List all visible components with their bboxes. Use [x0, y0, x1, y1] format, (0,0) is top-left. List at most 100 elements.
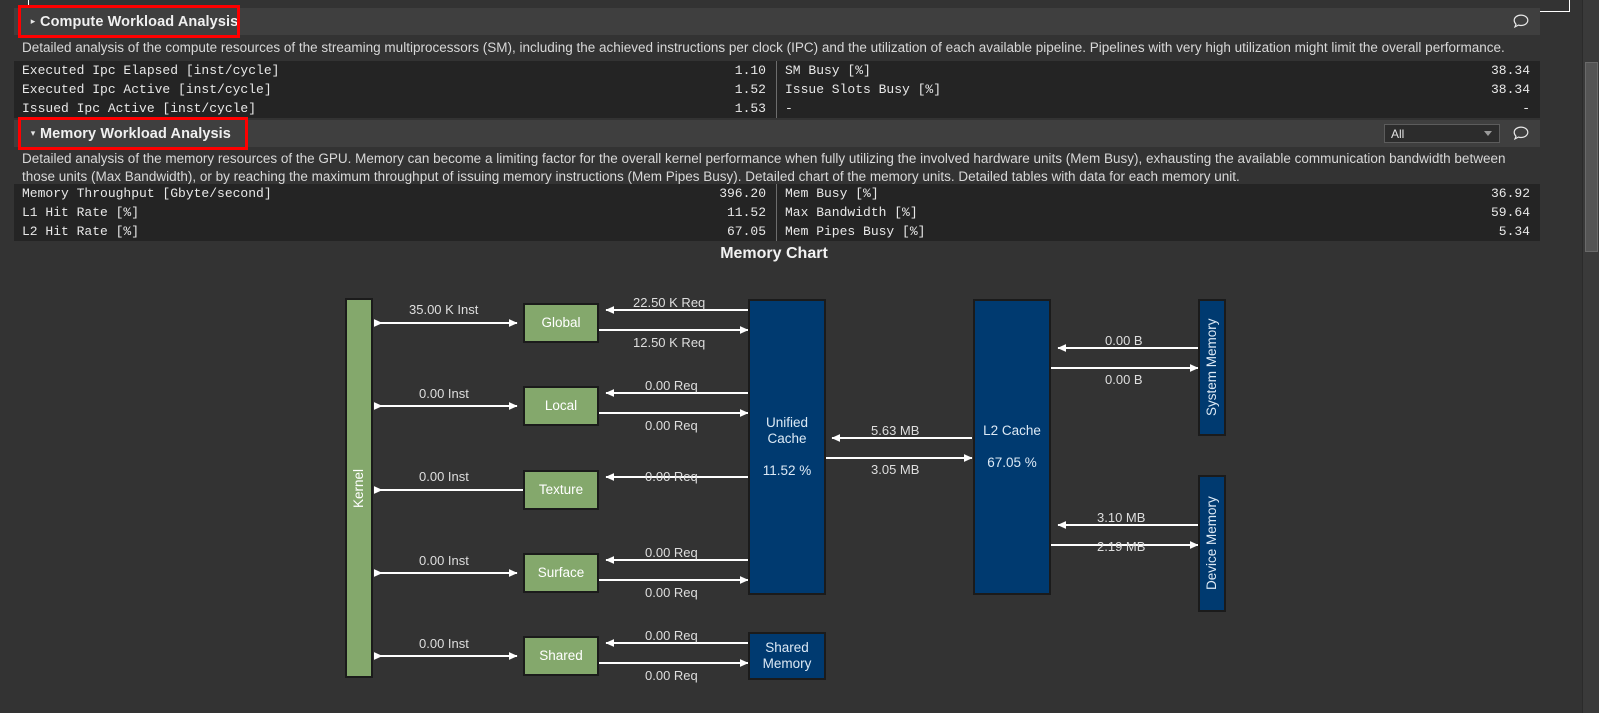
- edge-label-global-req-in: 22.50 K Req: [633, 295, 706, 310]
- edge-label-kernel-global: 35.00 K Inst: [409, 302, 479, 317]
- section-title-compute: Compute Workload Analysis: [40, 13, 239, 30]
- report-content: ▸ Compute Workload Analysis Detailed ana…: [0, 8, 1548, 713]
- node-system-memory[interactable]: System Memory: [1198, 299, 1226, 436]
- edge-label-kernel-shared: 0.00 Inst: [419, 636, 469, 651]
- edge-label-kernel-texture: 0.00 Inst: [419, 469, 469, 484]
- metric-value: 67.05: [726, 224, 766, 239]
- table-row[interactable]: Executed Ipc Active [inst/cycle] 1.52 Is…: [14, 80, 1540, 99]
- chart-connectors: [374, 306, 1199, 667]
- node-l2-cache-text: L2 Cache 67.05 %: [983, 423, 1041, 471]
- metric-value: 38.34: [1490, 82, 1530, 97]
- metric-label: Issue Slots Busy [%]: [785, 82, 942, 97]
- metric-value: 59.64: [1490, 205, 1530, 220]
- metric-label: Mem Pipes Busy [%]: [785, 224, 926, 239]
- metric-cell-left: L2 Hit Rate [%] 67.05: [14, 222, 777, 241]
- metrics-table-compute: Executed Ipc Elapsed [inst/cycle] 1.10 S…: [14, 61, 1540, 118]
- table-row[interactable]: L2 Hit Rate [%] 67.05 Mem Pipes Busy [%]…: [14, 222, 1540, 241]
- metric-value: 396.20: [719, 186, 766, 201]
- metric-label: Executed Ipc Elapsed [inst/cycle]: [22, 63, 280, 78]
- node-texture[interactable]: Texture: [523, 470, 599, 510]
- edge-label-device-memory-to-l2: 3.10 MB: [1097, 510, 1146, 525]
- edge-label-kernel-local: 0.00 Inst: [419, 386, 469, 401]
- table-row[interactable]: L1 Hit Rate [%] 11.52 Max Bandwidth [%] …: [14, 203, 1540, 222]
- metric-cell-left: Memory Throughput [Gbyte/second] 396.20: [14, 184, 777, 203]
- edge-label-system-memory-to-l2: 0.00 B: [1105, 333, 1143, 348]
- edge-label-shared-req-out: 0.00 Req: [645, 668, 698, 683]
- metric-cell-left: Executed Ipc Active [inst/cycle] 1.52: [14, 80, 777, 99]
- metric-cell-left: Executed Ipc Elapsed [inst/cycle] 1.10: [14, 61, 777, 80]
- node-shared-memory-label-2: Memory: [762, 656, 812, 671]
- section-title-memory: Memory Workload Analysis: [40, 125, 231, 142]
- section-description-memory: Detailed analysis of the memory resource…: [22, 151, 1506, 184]
- metric-cell-left: Issued Ipc Active [inst/cycle] 1.53: [14, 99, 777, 118]
- node-kernel[interactable]: Kernel: [345, 298, 373, 678]
- vertical-scrollbar[interactable]: [1582, 0, 1599, 713]
- edge-label-shared-req-in: 0.00 Req: [645, 628, 698, 643]
- section-header-memory-workload-analysis[interactable]: ▾ Memory Workload Analysis All: [14, 120, 1540, 147]
- edge-label-unified-cache-to-l2: 3.05 MB: [871, 462, 920, 477]
- metric-label: L2 Hit Rate [%]: [22, 224, 140, 239]
- comment-bubble-icon[interactable]: [1510, 123, 1532, 145]
- node-shared-memory[interactable]: Shared Memory: [748, 632, 826, 680]
- metric-cell-right: Mem Busy [%] 36.92: [777, 184, 1540, 203]
- metric-label: Executed Ipc Active [inst/cycle]: [22, 82, 272, 97]
- edge-label-l2-to-device-memory: 2.19 MB: [1097, 539, 1146, 554]
- node-shared-memory-label-1: Shared: [765, 640, 809, 655]
- memory-filter-dropdown[interactable]: All: [1384, 124, 1500, 143]
- metric-value: 5.34: [1498, 224, 1530, 239]
- table-row[interactable]: Issued Ipc Active [inst/cycle] 1.53 - -: [14, 99, 1540, 118]
- metric-value: -: [1522, 101, 1530, 116]
- metric-label: SM Busy [%]: [785, 63, 871, 78]
- edge-label-l2-to-system-memory: 0.00 B: [1105, 372, 1143, 387]
- chevron-down-icon[interactable]: ▾: [30, 128, 36, 138]
- node-shared[interactable]: Shared: [523, 636, 599, 676]
- metric-label: Mem Busy [%]: [785, 186, 879, 201]
- node-unified-cache-value: 11.52 %: [762, 463, 812, 478]
- chevron-down-icon[interactable]: [1484, 131, 1492, 136]
- node-global[interactable]: Global: [523, 303, 599, 343]
- node-unified-cache-label-1: Unified: [765, 415, 808, 430]
- metric-label: Issued Ipc Active [inst/cycle]: [22, 101, 257, 116]
- metric-cell-right: Max Bandwidth [%] 59.64: [777, 203, 1540, 222]
- edge-label-surface-req-out: 0.00 Req: [645, 585, 698, 600]
- comment-bubble-icon[interactable]: [1510, 11, 1532, 33]
- edge-label-l2-to-unified-cache: 5.63 MB: [871, 423, 920, 438]
- node-unified-cache[interactable]: Unified Cache 11.52 %: [748, 299, 826, 595]
- node-surface[interactable]: Surface: [523, 553, 599, 593]
- metric-cell-right: SM Busy [%] 38.34: [777, 61, 1540, 80]
- node-unified-cache-text: Unified Cache 11.52 %: [763, 415, 812, 479]
- edge-label-local-req-in: 0.00 Req: [645, 378, 698, 393]
- table-row[interactable]: Memory Throughput [Gbyte/second] 396.20 …: [14, 184, 1540, 203]
- metric-label: Memory Throughput [Gbyte/second]: [22, 186, 272, 201]
- metric-value: 38.34: [1490, 63, 1530, 78]
- metric-cell-right: Issue Slots Busy [%] 38.34: [777, 80, 1540, 99]
- metric-value: 1.52: [734, 82, 766, 97]
- metric-cell-left: L1 Hit Rate [%] 11.52: [14, 203, 777, 222]
- node-unified-cache-label-2: Cache: [767, 431, 807, 446]
- scrollbar-thumb[interactable]: [1585, 62, 1598, 252]
- metric-value: 11.52: [726, 205, 766, 220]
- metric-value: 1.53: [734, 101, 766, 116]
- metric-cell-right: Mem Pipes Busy [%] 5.34: [777, 222, 1540, 241]
- metric-label: -: [785, 101, 793, 116]
- node-local[interactable]: Local: [523, 386, 599, 426]
- section-header-compute-workload-analysis[interactable]: ▸ Compute Workload Analysis: [14, 8, 1540, 35]
- node-shared-memory-text: Shared Memory: [763, 640, 812, 672]
- metric-cell-right: - -: [777, 99, 1540, 118]
- node-l2-cache-value: 67.05 %: [987, 455, 1037, 470]
- section-description-compute: Detailed analysis of the compute resourc…: [22, 40, 1505, 55]
- edge-label-kernel-surface: 0.00 Inst: [419, 553, 469, 568]
- chevron-right-icon[interactable]: ▸: [30, 16, 36, 26]
- node-l2-cache-label: L2 Cache: [983, 423, 1041, 438]
- table-row[interactable]: Executed Ipc Elapsed [inst/cycle] 1.10 S…: [14, 61, 1540, 80]
- node-device-memory[interactable]: Device Memory: [1198, 475, 1226, 612]
- edge-label-global-req-out: 12.50 K Req: [633, 335, 706, 350]
- node-l2-cache[interactable]: L2 Cache 67.05 %: [973, 299, 1051, 595]
- metric-label: L1 Hit Rate [%]: [22, 205, 140, 220]
- edge-label-texture-req-in: 0.00 Req: [645, 469, 698, 484]
- memory-filter-value: All: [1391, 126, 1405, 141]
- edge-label-surface-req-in: 0.00 Req: [645, 545, 698, 560]
- memory-chart: Kernel Global Local Texture Surface Shar…: [0, 272, 1548, 713]
- metrics-table-memory: Memory Throughput [Gbyte/second] 396.20 …: [14, 184, 1540, 241]
